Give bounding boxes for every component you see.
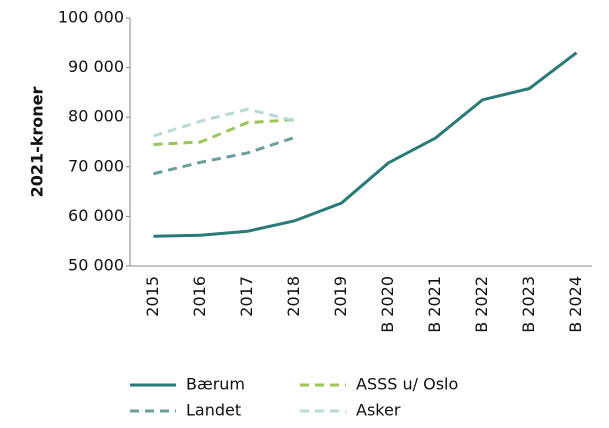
y-tick-label: 100 000	[58, 8, 124, 27]
series-line	[153, 118, 295, 146]
x-tick-label: B 2023	[519, 276, 538, 333]
x-tick-label: 2016	[190, 276, 209, 317]
x-tick-label: 2019	[331, 276, 350, 317]
x-tick-label: B 2020	[378, 276, 397, 333]
x-tick-label: B 2022	[472, 276, 491, 333]
x-tick-label: 2017	[237, 276, 256, 317]
y-tick-label: 90 000	[68, 57, 124, 76]
legend-label: Landet	[186, 401, 241, 420]
legend-label: ASSS u/ Oslo	[356, 375, 458, 394]
x-tick-label: 2015	[143, 276, 162, 317]
x-tick-label: 2018	[284, 276, 303, 317]
y-tick-label: 60 000	[68, 206, 124, 225]
y-tick-label: 70 000	[68, 156, 124, 175]
y-tick-label: 80 000	[68, 107, 124, 126]
legend-label: Asker	[356, 401, 401, 420]
legend-label: Bærum	[186, 375, 245, 394]
series-line	[153, 107, 295, 138]
x-tick-label: B 2024	[566, 276, 585, 333]
y-tick-label: 50 000	[68, 256, 124, 275]
x-tick-label: B 2021	[425, 276, 444, 333]
y-axis-label: 2021-kroner	[28, 86, 47, 197]
series-line	[153, 136, 295, 176]
series-line	[153, 51, 578, 238]
